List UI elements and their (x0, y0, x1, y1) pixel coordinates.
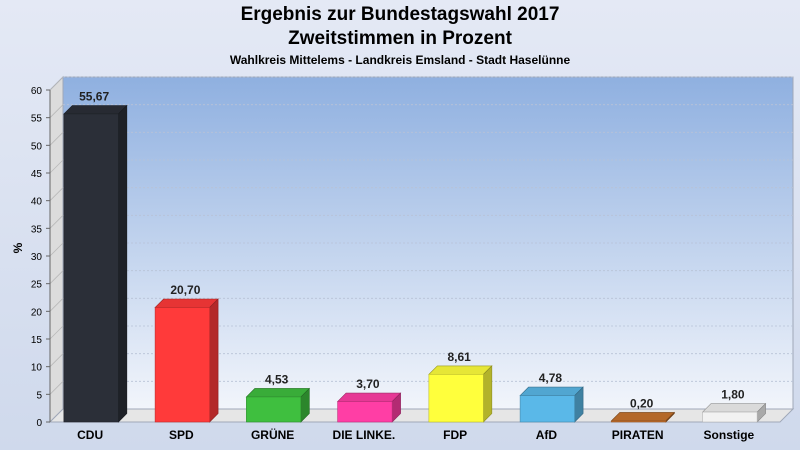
y-axis-label: % (11, 242, 25, 253)
gridline-depth (49, 104, 64, 118)
bar-front (702, 411, 758, 423)
bar-piraten (610, 411, 676, 423)
y-tick-label: 45 (31, 169, 43, 180)
x-tick-label: FDP (443, 428, 467, 442)
x-tick-label: Sonstige (704, 428, 755, 442)
x-tick-label: GRÜNE (251, 427, 294, 442)
value-label: 3,70 (356, 377, 380, 391)
y-tick-label: 50 (31, 141, 43, 152)
y-tick-label: 0 (36, 418, 42, 429)
x-tick-label: CDU (77, 428, 103, 442)
value-label: 20,70 (170, 283, 200, 297)
gridline-depth (49, 187, 64, 201)
bar-top (336, 392, 402, 402)
y-tick-label: 60 (31, 86, 43, 97)
gridline-depth (49, 270, 64, 284)
value-label: 4,53 (265, 372, 289, 386)
gridline-depth (49, 159, 64, 174)
bar-die-linke (336, 392, 402, 423)
bar-top (610, 412, 676, 422)
bar-spd (154, 298, 219, 423)
bar-front (428, 374, 484, 423)
bar-top (63, 105, 128, 115)
y-tick-label: 25 (31, 280, 43, 291)
bar-front (337, 401, 393, 423)
bar-top (519, 386, 584, 396)
y-tick-label: 5 (36, 390, 42, 401)
bar-front (154, 307, 210, 423)
x-axis-labels: CDU SPD GRÜNE DIE LINKE. FDP AfD PIRATEN Sonsti… (77, 427, 754, 442)
chart-caption: Wahlkreis Mittelems - Landkreis Emsland … (229, 53, 571, 67)
bar-top (428, 365, 493, 375)
gridline-depth (49, 325, 64, 340)
gridline-depth (49, 298, 64, 312)
bar-side (118, 104, 128, 423)
bar-side (209, 298, 219, 423)
y-tick-label: 40 (31, 197, 43, 208)
value-label: 0,20 (630, 396, 654, 410)
value-label: 8,61 (447, 350, 471, 364)
value-label: 1,80 (721, 388, 745, 402)
bar-front (246, 396, 302, 423)
gridline-depth (49, 242, 64, 257)
gridline-depth (49, 132, 64, 146)
gridline-depth (49, 353, 64, 367)
bar-side (483, 365, 493, 423)
bar-front (611, 420, 667, 423)
x-tick-label: DIE LINKE. (333, 428, 396, 442)
bars (63, 104, 767, 423)
y-tick-label: 35 (31, 224, 43, 235)
gridline-depth (49, 381, 64, 395)
y-tick-label: 20 (31, 307, 43, 318)
chart-subtitle: Zweitstimmen in Prozent (288, 28, 512, 49)
value-label: 4,78 (539, 371, 563, 385)
bar-top (245, 388, 311, 398)
chart-title: Ergebnis zur Bundestagswahl 2017 (240, 4, 560, 25)
bar-cdu (63, 104, 128, 423)
y-tick-label: 30 (31, 252, 43, 263)
bar-top (701, 403, 767, 413)
value-labels: 55,67 20,70 4,53 3,70 8,61 4,78 0,20 1,80 (79, 90, 745, 411)
bar-fdp (428, 365, 493, 423)
y-tick-label: 10 (31, 363, 43, 374)
bar-top (154, 298, 219, 308)
bar-sonstige (701, 402, 767, 423)
y-axis-ticks: 0 5 10 15 20 25 30 35 40 45 50 55 60 (31, 86, 51, 429)
value-label: 55,67 (79, 90, 109, 104)
gridline-depth (49, 215, 64, 229)
y-tick-label: 15 (31, 335, 43, 346)
x-tick-label: SPD (169, 428, 194, 442)
bar-front (519, 395, 575, 423)
gridline-depth (49, 76, 64, 91)
bar-gr-ne (245, 387, 311, 423)
bar-front (63, 113, 119, 423)
y-tick-label: 55 (31, 114, 43, 125)
x-tick-label: PIRATEN (612, 428, 664, 442)
bar-afd (519, 386, 584, 423)
x-tick-label: AfD (536, 428, 558, 442)
